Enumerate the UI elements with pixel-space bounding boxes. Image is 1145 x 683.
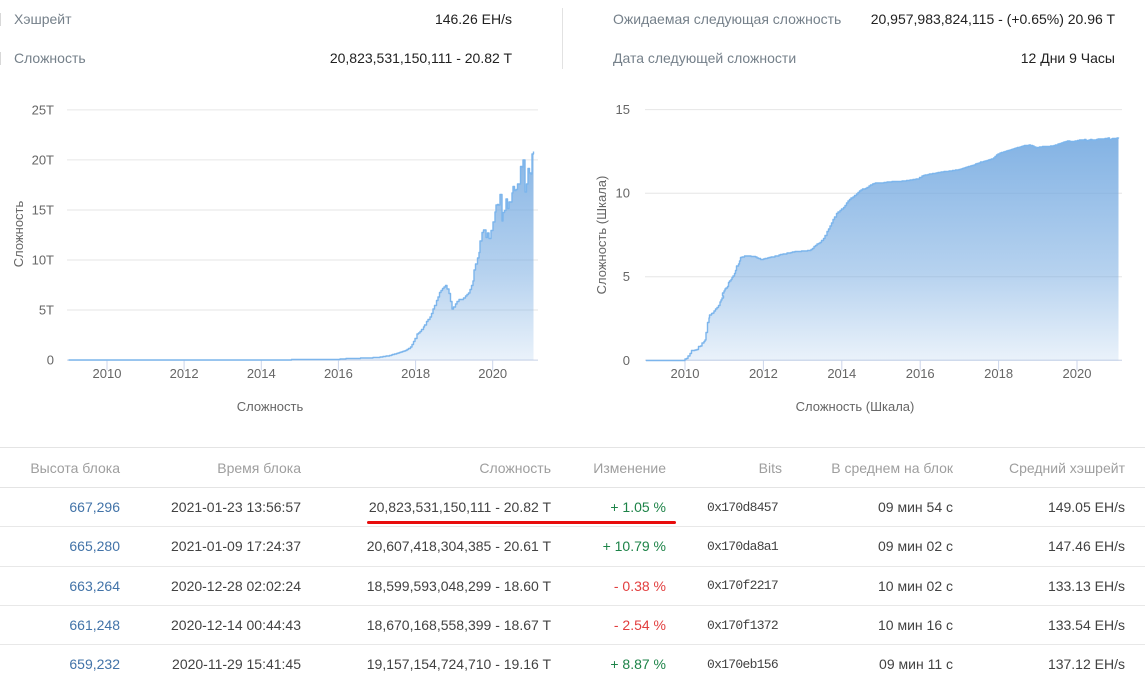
svg-text:2020: 2020 — [478, 366, 507, 381]
svg-text:Сложность (Шкала): Сложность (Шкала) — [594, 176, 609, 295]
svg-text:25T: 25T — [32, 102, 54, 117]
svg-text:2014: 2014 — [247, 366, 276, 381]
svg-text:2018: 2018 — [401, 366, 430, 381]
svg-text:2014: 2014 — [827, 366, 856, 381]
svg-text:Сложность (Шкала): Сложность (Шкала) — [796, 399, 915, 414]
svg-text:2012: 2012 — [170, 366, 199, 381]
svg-text:Сложность: Сложность — [237, 399, 304, 414]
svg-text:0: 0 — [623, 353, 630, 368]
svg-text:10T: 10T — [32, 253, 54, 268]
svg-text:Сложность: Сложность — [11, 201, 26, 268]
svg-text:5: 5 — [623, 269, 630, 284]
svg-text:15T: 15T — [32, 203, 54, 218]
svg-text:2010: 2010 — [671, 366, 700, 381]
svg-text:2012: 2012 — [749, 366, 778, 381]
svg-text:2010: 2010 — [93, 366, 122, 381]
svg-text:2016: 2016 — [324, 366, 353, 381]
svg-text:2018: 2018 — [984, 366, 1013, 381]
svg-text:20T: 20T — [32, 152, 54, 167]
svg-text:2016: 2016 — [906, 366, 935, 381]
svg-text:10: 10 — [616, 186, 630, 201]
svg-text:5T: 5T — [39, 303, 54, 318]
svg-text:0: 0 — [47, 353, 54, 368]
svg-text:2020: 2020 — [1063, 366, 1092, 381]
svg-text:15: 15 — [616, 102, 630, 117]
